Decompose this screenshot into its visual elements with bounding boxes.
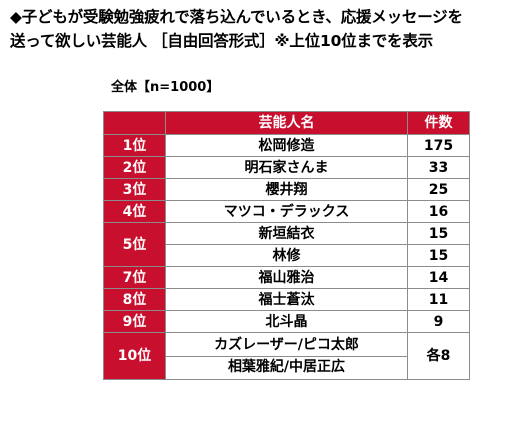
table-row: 5位 新垣結衣 15 bbox=[103, 222, 470, 267]
rank-cell: 1位 bbox=[103, 134, 166, 157]
rank-cell: 10位 bbox=[103, 332, 166, 380]
table-row: 1位 松岡修造 175 bbox=[103, 134, 470, 157]
rank-cell: 2位 bbox=[103, 156, 166, 179]
name-line: 相葉雅紀/中居正広 bbox=[166, 355, 407, 378]
name-cell: 櫻井翔 bbox=[165, 178, 408, 201]
table-row: 9位 北斗晶 9 bbox=[103, 310, 470, 333]
name-cell: 松岡修造 bbox=[165, 134, 408, 157]
table-body: 1位 松岡修造 175 2位 明石家さんま 33 3位 櫻井翔 25 4位 マツコ・デラックス 16 5… bbox=[103, 134, 470, 380]
count-cell: 25 bbox=[407, 178, 470, 201]
table-row: 10位 カズレーザー/ピコ太郎 相葉雅紀/中居正広 各8 bbox=[103, 332, 470, 380]
name-cell: 北斗晶 bbox=[165, 310, 408, 333]
ranking-table: 芸能人名 件数 1位 松岡修造 175 2位 明石家さんま 33 3位 櫻井翔 25 4位 マツコ・… bbox=[103, 111, 470, 380]
table-row: 7位 福山雅治 14 bbox=[103, 266, 470, 289]
rank-cell: 9位 bbox=[103, 310, 166, 333]
title-line-2: 送って欲しい芸能人 ［自由回答形式］※上位10位までを表示 bbox=[10, 32, 433, 50]
sample-size-label: 全体【n=1000】 bbox=[111, 80, 220, 95]
count-cell: 11 bbox=[407, 288, 470, 311]
count-cell: 14 bbox=[407, 266, 470, 289]
rank-cell: 4位 bbox=[103, 200, 166, 223]
count-cell: 各8 bbox=[407, 332, 470, 380]
count-cell: 16 bbox=[407, 200, 470, 223]
count-cell: 175 bbox=[407, 134, 470, 157]
name-cell: 林修 bbox=[165, 244, 408, 267]
table-row: 3位 櫻井翔 25 bbox=[103, 178, 470, 201]
count-cell: 15 bbox=[407, 222, 470, 245]
name-cell: マツコ・デラックス bbox=[165, 200, 408, 223]
rank-cell: 7位 bbox=[103, 266, 166, 289]
table-row: 8位 福士蒼汰 11 bbox=[103, 288, 470, 311]
table-header-row: 芸能人名 件数 bbox=[103, 111, 470, 135]
name-cell: 福士蒼汰 bbox=[165, 288, 408, 311]
count-cell: 9 bbox=[407, 310, 470, 333]
name-cell: 福山雅治 bbox=[165, 266, 408, 289]
table-row: 4位 マツコ・デラックス 16 bbox=[103, 200, 470, 223]
header-name: 芸能人名 bbox=[165, 111, 408, 135]
name-line: カズレーザー/ピコ太郎 bbox=[214, 336, 359, 353]
name-cell: カズレーザー/ピコ太郎相葉雅紀/中居正広 bbox=[165, 332, 408, 380]
rank-cell: 3位 bbox=[103, 178, 166, 201]
count-cell: 15 bbox=[407, 244, 470, 267]
count-cell: 33 bbox=[407, 156, 470, 179]
table-row: 林修 15 bbox=[104, 244, 470, 267]
header-rank bbox=[103, 111, 166, 135]
rank-cell: 5位 bbox=[103, 222, 166, 267]
table-row: 2位 明石家さんま 33 bbox=[103, 156, 470, 179]
rank-cell: 8位 bbox=[103, 288, 166, 311]
name-cell: 明石家さんま bbox=[165, 156, 408, 179]
header-count: 件数 bbox=[407, 111, 470, 135]
title-line-1: ◆子どもが受験勉強疲れで落ち込んでいるとき、応援メッセージを bbox=[10, 8, 463, 26]
page-title: ◆子どもが受験勉強疲れで落ち込んでいるとき、応援メッセージを 送って欲しい芸能人… bbox=[10, 5, 525, 53]
name-cell: 新垣結衣 bbox=[165, 222, 408, 245]
